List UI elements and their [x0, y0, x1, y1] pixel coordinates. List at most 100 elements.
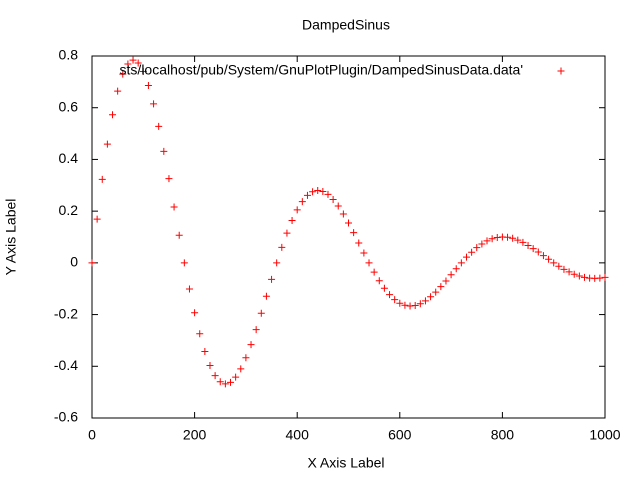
point [483, 237, 491, 245]
point [509, 234, 517, 242]
point [170, 203, 178, 211]
point [237, 365, 245, 373]
point [242, 354, 250, 362]
point [468, 248, 476, 256]
point [555, 262, 563, 270]
point [504, 233, 512, 241]
y-tick-label: 0.6 [59, 98, 79, 114]
point [221, 380, 229, 388]
point [350, 229, 358, 237]
point [232, 373, 240, 381]
chart-title: DampedSinus [302, 17, 390, 33]
point [365, 259, 373, 267]
point [580, 273, 588, 281]
point [201, 348, 209, 356]
point [334, 202, 342, 210]
point [109, 111, 117, 119]
point [114, 87, 122, 95]
point [514, 236, 522, 244]
point [550, 259, 558, 267]
y-tick-label: -0.4 [54, 357, 78, 373]
point [124, 60, 132, 68]
point [144, 81, 152, 89]
point [155, 122, 163, 130]
point [278, 243, 286, 251]
point [452, 265, 460, 273]
point [370, 268, 378, 276]
y-tick-label: -0.2 [54, 305, 78, 321]
point [93, 215, 101, 223]
point [529, 245, 537, 253]
point [185, 285, 193, 293]
point [596, 274, 604, 282]
point [380, 284, 388, 292]
point [565, 268, 573, 276]
point [570, 270, 578, 278]
point [406, 302, 414, 310]
x-tick-label: 1000 [589, 427, 620, 443]
point [309, 188, 317, 196]
point [493, 234, 501, 242]
point [473, 244, 481, 252]
point [216, 378, 224, 386]
point [211, 372, 219, 380]
point [457, 259, 465, 267]
point [134, 59, 142, 67]
point [252, 326, 260, 334]
point [427, 293, 435, 301]
x-tick-label: 0 [88, 427, 96, 443]
point [247, 341, 255, 349]
x-tick-label: 200 [183, 427, 207, 443]
point [268, 275, 276, 283]
point [391, 296, 399, 304]
point [324, 190, 332, 198]
point [329, 196, 337, 204]
y-tick-label: 0.8 [59, 47, 79, 63]
y-tick-label: 0.4 [59, 150, 79, 166]
point [119, 70, 127, 78]
point [539, 252, 547, 260]
point [103, 140, 111, 148]
point [534, 248, 542, 256]
point [575, 272, 583, 280]
point [437, 283, 445, 291]
point [150, 100, 158, 108]
point [488, 235, 496, 243]
y-axis-label: Y Axis Label [3, 199, 19, 276]
point [227, 378, 235, 386]
point [560, 265, 568, 273]
point [421, 297, 429, 305]
point [411, 302, 419, 310]
point [293, 206, 301, 214]
point [339, 210, 347, 218]
point [478, 240, 486, 248]
point [191, 309, 199, 317]
point [345, 219, 352, 227]
point [303, 191, 311, 199]
point [416, 300, 424, 308]
x-tick-label: 400 [286, 427, 310, 443]
legend-marker [557, 67, 565, 75]
point [165, 175, 173, 183]
x-axis-label: X Axis Label [307, 455, 384, 471]
x-tick-label: 600 [388, 427, 412, 443]
point [396, 299, 404, 307]
point [386, 291, 394, 299]
point [98, 175, 106, 183]
plot-frame [91, 55, 606, 419]
point [273, 259, 281, 267]
point [355, 239, 363, 247]
point [196, 330, 204, 338]
y-tick-label: 0.2 [59, 202, 79, 218]
point [206, 362, 214, 370]
point [288, 216, 296, 224]
legend-label: sts/localhost/pub/System/GnuPlotPlugin/D… [120, 62, 523, 78]
point [447, 271, 455, 279]
point [88, 259, 96, 267]
point [139, 68, 147, 76]
point [401, 301, 409, 309]
point [160, 147, 168, 155]
point [319, 187, 327, 195]
